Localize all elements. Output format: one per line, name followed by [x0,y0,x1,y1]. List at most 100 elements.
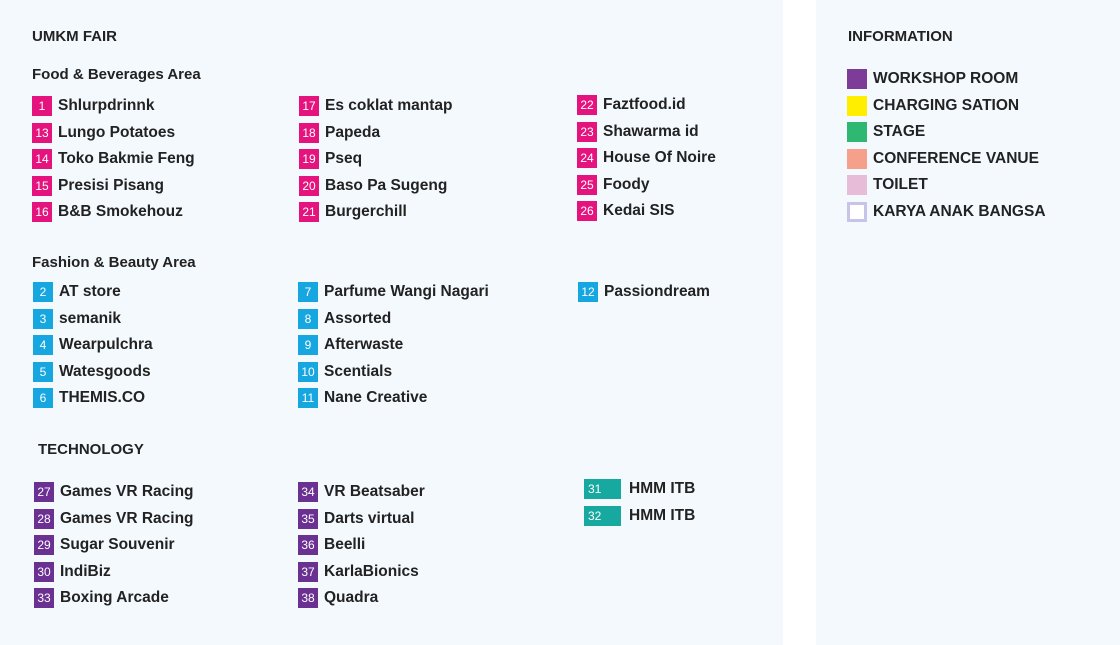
booth-name: semanik [59,309,122,327]
technology-heading: TECHNOLOGY [38,441,144,458]
booth-number-badge: 7 [298,282,318,302]
booth-item: 7 Parfume Wangi Nagari [298,282,489,302]
booth-number-badge: 27 [34,482,54,502]
booth-item: 30 IndiBiz [34,561,194,582]
booth-item: 10 Scentials [298,361,489,382]
booth-list-panel [0,0,783,645]
booth-name: Passiondream [604,283,710,300]
booth-name: Shlurpdrinnk [58,97,155,114]
booth-name: Games VR Racing [60,483,194,500]
booth-number-badge: 9 [298,335,318,355]
booth-name: Shawarma id [603,122,699,140]
booth-name: Boxing Arcade [60,589,169,606]
booth-item: 8 Assorted [298,308,489,329]
booth-number-badge: 38 [298,588,318,608]
booth-number-badge: 22 [577,95,597,115]
booth-name: Foody [603,175,650,193]
booth-item: 1 Shlurpdrinnk [32,96,195,116]
booth-name: Nane Creative [324,389,428,406]
booth-name: Es coklat mantap [325,97,453,114]
booth-item: 32 HMM ITB [584,505,696,526]
food-column-1: 1 Shlurpdrinnk 13 Lungo Potatoes 14 Toko Bakm… [32,96,195,229]
booth-item: 15 Presisi Pisang [32,175,195,196]
booth-number-badge: 33 [34,588,54,608]
booth-number-badge: 29 [34,535,54,555]
booth-item: 13 Lungo Potatoes [32,122,195,143]
booth-item: 9 Afterwaste [298,335,489,355]
legend-swatch [847,69,867,89]
booth-name: Parfume Wangi Nagari [324,283,489,300]
legend-label: WORKSHOP ROOM [873,70,1019,87]
booth-item: 5 Watesgoods [33,361,153,382]
legend-item: CHARGING SATION [847,95,1046,116]
booth-item: 21 Burgerchill [299,202,453,222]
legend-item: WORKSHOP ROOM [847,69,1046,89]
booth-item: 22 Faztfood.id [577,95,716,115]
booth-item: 16 B&B Smokehouz [32,202,195,222]
booth-number-badge: 15 [32,175,52,196]
technology-column-1: 27 Games VR Racing 28 Games VR Racing 29 Suga… [34,482,194,615]
booth-item: 25 Foody [577,174,716,195]
legend-label: CONFERENCE VANUE [873,149,1039,167]
legend-label: KARYA ANAK BANGSA [873,202,1046,220]
booth-name: Watesgoods [59,362,151,380]
booth-item: 29 Sugar Souvenir [34,535,194,555]
booth-number-badge: 34 [298,482,318,502]
booth-name: Pseq [325,150,363,167]
food-area-heading: Food & Beverages Area [32,66,201,83]
booth-item: 24 House Of Noire [577,148,716,168]
booth-name: Scentials [324,362,393,380]
fashion-column-2: 7 Parfume Wangi Nagari 8 Assorted 9 Afterwast… [298,282,489,415]
booth-item: 38 Quadra [298,588,425,608]
information-heading: INFORMATION [848,28,953,45]
booth-item: 3 semanik [33,308,153,329]
legend-swatch [847,122,867,142]
fashion-area-heading: Fashion & Beauty Area [32,254,196,271]
information-legend: WORKSHOP ROOM CHARGING SATION STAGE CONFERE… [847,69,1046,228]
booth-item: 27 Games VR Racing [34,482,194,502]
booth-item: 36 Beelli [298,535,425,555]
fashion-column-1: 2 AT store 3 semanik 4 Wearpulchra 5 Watesgoods… [33,282,153,415]
booth-name: KarlaBionics [324,562,419,580]
legend-swatch [847,148,867,169]
booth-number-badge: 10 [298,361,318,382]
booth-number-badge: 16 [32,202,52,222]
booth-number-badge: 25 [577,174,597,195]
booth-item: 23 Shawarma id [577,121,716,142]
booth-name: THEMIS.CO [59,389,146,406]
legend-label: TOILET [873,176,928,193]
booth-item: 17 Es coklat mantap [299,96,453,116]
booth-number-badge: 2 [33,282,53,302]
booth-name: HMM ITB [629,506,696,524]
food-column-3: 22 Faztfood.id 23 Shawarma id 24 House Of Noi… [577,95,716,228]
booth-number-badge: 6 [33,388,53,408]
booth-number-badge: 28 [34,508,54,529]
technology-column-3: 31 HMM ITB 32 HMM ITB [584,479,695,532]
booth-item: 28 Games VR Racing [34,508,194,529]
booth-name: House Of Noire [603,149,716,166]
booth-number-badge: 5 [33,361,53,382]
booth-name: IndiBiz [60,562,111,580]
page-title: UMKM FAIR [32,28,117,45]
booth-name: Darts virtual [324,509,415,527]
booth-name: Baso Pa Sugeng [325,176,448,194]
booth-name: Faztfood.id [603,96,686,113]
fashion-column-3: 12 Passiondream [578,282,710,309]
booth-item: 14 Toko Bakmie Feng [32,149,195,169]
booth-number-badge: 36 [298,535,318,555]
booth-number-badge: 21 [299,202,319,222]
booth-item: 20 Baso Pa Sugeng [299,175,453,196]
booth-item: 6 THEMIS.CO [33,388,153,408]
booth-item: 37 KarlaBionics [298,561,425,582]
booth-number-badge: 17 [299,96,319,116]
booth-number-badge: 1 [32,96,52,116]
booth-name: HMM ITB [629,480,696,497]
booth-number-badge: 26 [577,201,597,221]
booth-number-badge: 13 [32,122,52,143]
booth-name: Kedai SIS [603,202,675,219]
legend-swatch [847,95,867,116]
booth-item: 33 Boxing Arcade [34,588,194,608]
booth-number-badge: 19 [299,149,319,169]
booth-name: Quadra [324,589,379,606]
legend-swatch [847,175,867,195]
